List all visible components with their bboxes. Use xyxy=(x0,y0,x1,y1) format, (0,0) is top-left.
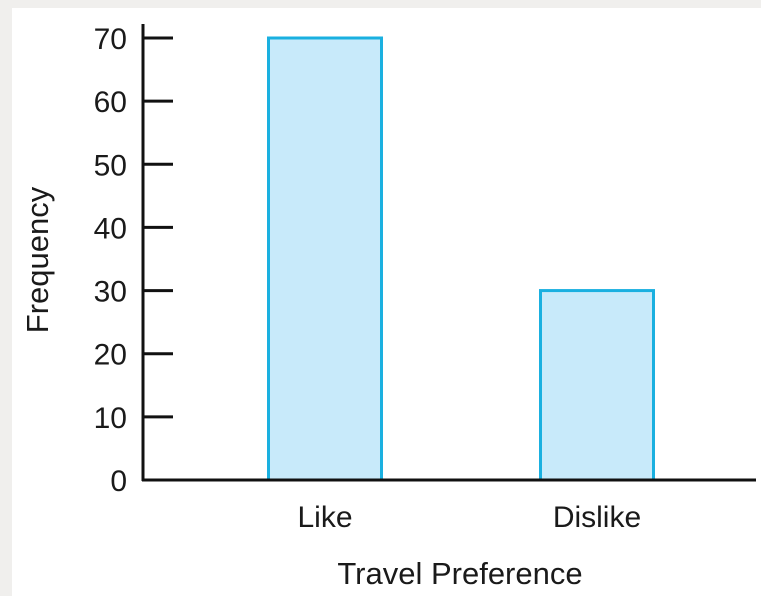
y-tick-label: 10 xyxy=(94,402,127,435)
y-tick-label: 30 xyxy=(94,276,127,309)
x-axis-tick-labels: Like Dislike xyxy=(297,501,641,534)
y-tick-label: 0 xyxy=(110,465,127,498)
y-axis-title: Frequency xyxy=(20,186,55,333)
y-tick-label: 50 xyxy=(94,149,127,182)
x-tick-label: Dislike xyxy=(553,501,641,534)
bar-like xyxy=(267,36,383,482)
y-tick-label: 20 xyxy=(94,339,127,372)
bar-dislike xyxy=(539,289,655,482)
y-tick-label: 60 xyxy=(94,86,127,119)
x-tick-label: Like xyxy=(297,501,352,534)
x-axis-title: Travel Preference xyxy=(337,556,582,591)
y-tick-label: 40 xyxy=(94,212,127,245)
y-axis-ticks: 0 10 20 30 40 50 60 70 xyxy=(94,23,173,498)
y-tick-label: 70 xyxy=(94,23,127,56)
bars xyxy=(267,36,655,482)
